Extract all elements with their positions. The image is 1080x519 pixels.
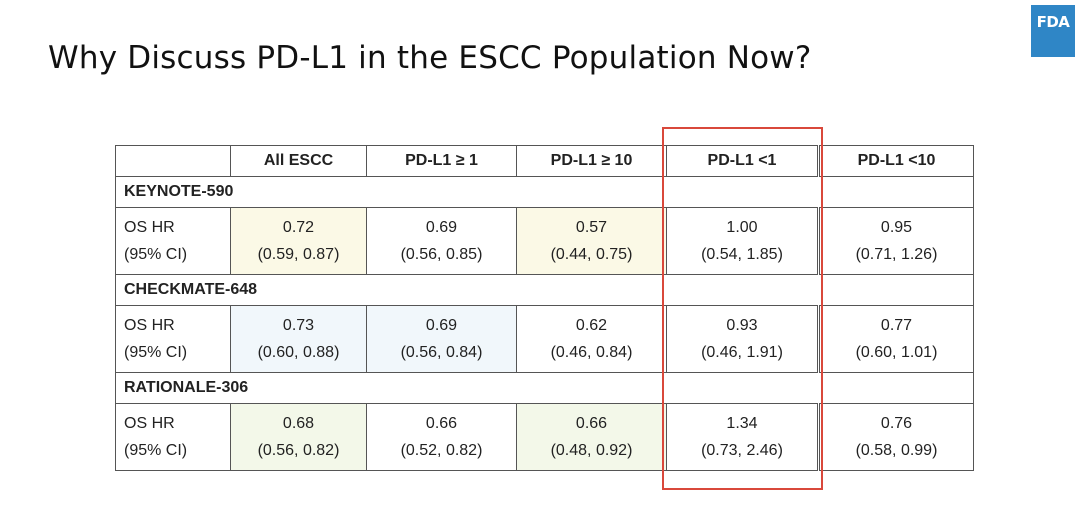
hr-value: 0.69 <box>425 219 458 236</box>
hr-value: 0.73 <box>282 317 315 334</box>
table-cell: 0.69 (0.56, 0.84) <box>366 305 517 373</box>
metric-label: OS HR <box>124 317 175 334</box>
hr-value: 0.66 <box>425 415 458 432</box>
hr-value: 0.77 <box>880 317 913 334</box>
hr-value: 0.62 <box>575 317 608 334</box>
ci-value: (0.73, 2.46) <box>701 442 783 459</box>
table-cell: 0.62 (0.46, 0.84) <box>516 305 667 373</box>
header-cell-empty <box>115 145 231 177</box>
ci-value: (0.56, 0.82) <box>257 442 340 459</box>
hr-value: 0.72 <box>282 219 315 236</box>
study-name: RATIONALE-306 <box>115 372 974 404</box>
fda-logo: FDA <box>1031 5 1075 57</box>
hr-value: 1.34 <box>726 415 758 432</box>
hr-value: 1.00 <box>726 219 758 236</box>
study-name: KEYNOTE-590 <box>115 176 974 208</box>
table-cell: 1.34 (0.73, 2.46) <box>666 403 819 471</box>
ci-value: (0.60, 0.88) <box>257 344 340 361</box>
data-row-keynote-590: OS HR (95% CI) 0.72 (0.59, 0.87) 0.69 (0… <box>115 207 974 275</box>
ci-value: (0.48, 0.92) <box>550 442 633 459</box>
slide-title: Why Discuss PD-L1 in the ESCC Population… <box>48 40 812 76</box>
hr-value: 0.93 <box>726 317 758 334</box>
hr-value: 0.68 <box>282 415 315 432</box>
table-cell: 0.95 (0.71, 1.26) <box>817 207 974 275</box>
data-row-rationale-306: OS HR (95% CI) 0.68 (0.56, 0.82) 0.66 (0… <box>115 403 974 471</box>
header-row: All ESCC PD-L1 ≥ 1 PD-L1 ≥ 10 PD-L1 <1 P… <box>115 145 974 177</box>
table-cell: 0.93 (0.46, 1.91) <box>666 305 819 373</box>
results-table: All ESCC PD-L1 ≥ 1 PD-L1 ≥ 10 PD-L1 <1 P… <box>115 145 974 471</box>
ci-value: (0.56, 0.84) <box>400 344 483 361</box>
hr-value: 0.66 <box>575 415 608 432</box>
metric-sublabel: (95% CI) <box>124 246 188 263</box>
table-cell: 0.72 (0.59, 0.87) <box>230 207 367 275</box>
table-cell: 0.57 (0.44, 0.75) <box>516 207 667 275</box>
header-pdl1-lt1: PD-L1 <1 <box>666 145 819 177</box>
table-cell: 0.68 (0.56, 0.82) <box>230 403 367 471</box>
table-cell: 0.77 (0.60, 1.01) <box>817 305 974 373</box>
data-row-checkmate-648: OS HR (95% CI) 0.73 (0.60, 0.88) 0.69 (0… <box>115 305 974 373</box>
table-cell: 0.66 (0.48, 0.92) <box>516 403 667 471</box>
metric-label-cell: OS HR (95% CI) <box>115 305 231 373</box>
ci-value: (0.58, 0.99) <box>855 442 938 459</box>
hr-value: 0.57 <box>575 219 608 236</box>
ci-value: (0.46, 0.84) <box>550 344 633 361</box>
ci-value: (0.56, 0.85) <box>400 246 483 263</box>
ci-value: (0.46, 1.91) <box>701 344 783 361</box>
table-cell: 0.76 (0.58, 0.99) <box>817 403 974 471</box>
study-name: CHECKMATE-648 <box>115 274 974 306</box>
hr-value: 0.95 <box>880 219 913 236</box>
table-cell: 0.73 (0.60, 0.88) <box>230 305 367 373</box>
ci-value: (0.52, 0.82) <box>400 442 483 459</box>
table-cell: 1.00 (0.54, 1.85) <box>666 207 819 275</box>
metric-label-cell: OS HR (95% CI) <box>115 207 231 275</box>
study-row-keynote-590: KEYNOTE-590 <box>115 176 974 208</box>
ci-value: (0.60, 1.01) <box>855 344 938 361</box>
metric-sublabel: (95% CI) <box>124 442 188 459</box>
metric-label: OS HR <box>124 415 175 432</box>
table-cell: 0.69 (0.56, 0.85) <box>366 207 517 275</box>
hr-value: 0.69 <box>425 317 458 334</box>
header-pdl1-ge10: PD-L1 ≥ 10 <box>516 145 667 177</box>
ci-value: (0.44, 0.75) <box>550 246 633 263</box>
ci-value: (0.71, 1.26) <box>855 246 938 263</box>
ci-value: (0.59, 0.87) <box>257 246 340 263</box>
header-all-escc: All ESCC <box>230 145 367 177</box>
header-pdl1-ge1: PD-L1 ≥ 1 <box>366 145 517 177</box>
ci-value: (0.54, 1.85) <box>701 246 783 263</box>
metric-sublabel: (95% CI) <box>124 344 188 361</box>
study-row-checkmate-648: CHECKMATE-648 <box>115 274 974 306</box>
metric-label-cell: OS HR (95% CI) <box>115 403 231 471</box>
metric-label: OS HR <box>124 219 175 236</box>
header-pdl1-lt10: PD-L1 <10 <box>817 145 974 177</box>
table-cell: 0.66 (0.52, 0.82) <box>366 403 517 471</box>
hr-value: 0.76 <box>880 415 913 432</box>
study-row-rationale-306: RATIONALE-306 <box>115 372 974 404</box>
